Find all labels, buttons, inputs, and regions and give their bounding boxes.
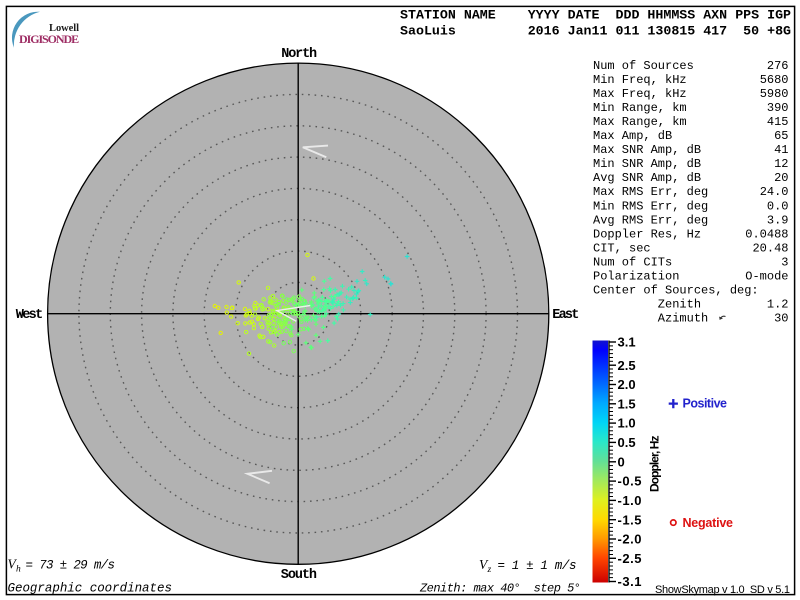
svg-text:DDD: DDD	[616, 8, 640, 23]
svg-text:Avg RMS Err, deg: Avg RMS Err, deg	[593, 213, 708, 227]
svg-text:-2.0: -2.0	[618, 532, 642, 547]
svg-text:0.0: 0.0	[767, 199, 789, 213]
svg-text:North: North	[281, 47, 317, 62]
svg-text:Zenith: Zenith	[593, 298, 701, 312]
svg-text:STATION NAME: STATION NAME	[400, 8, 496, 23]
svg-text:12: 12	[774, 157, 788, 171]
svg-text:SaoLuis: SaoLuis	[400, 24, 456, 39]
svg-text:Num of CITs: Num of CITs	[593, 256, 672, 270]
svg-text:Geographic coordinates: Geographic coordinates	[8, 581, 173, 595]
svg-text:South: South	[281, 568, 317, 583]
svg-text:417: 417	[703, 24, 727, 39]
svg-text:65: 65	[774, 129, 788, 143]
svg-text:0.5: 0.5	[618, 435, 636, 450]
svg-text:IGP: IGP	[767, 8, 791, 23]
svg-text:O-mode: O-mode	[745, 270, 788, 284]
svg-text:PPS: PPS	[735, 8, 759, 23]
svg-text:-0.5: -0.5	[618, 474, 642, 489]
svg-text:-3.1: -3.1	[618, 574, 642, 589]
svg-text:Min Freq, kHz: Min Freq, kHz	[593, 73, 687, 87]
svg-text:Negative: Negative	[683, 516, 734, 530]
svg-text:20: 20	[774, 171, 788, 185]
svg-text:YYYY: YYYY	[528, 8, 560, 23]
svg-text:2.5: 2.5	[618, 358, 636, 373]
svg-text:Max Freq, kHz: Max Freq, kHz	[593, 87, 687, 101]
svg-text:Avg SNR Amp, dB: Avg SNR Amp, dB	[593, 171, 701, 185]
svg-text:Azimuth: Azimuth	[593, 312, 708, 326]
svg-text:HHMMSS: HHMMSS	[647, 8, 695, 23]
svg-text:z: z	[487, 565, 492, 575]
svg-text:5680: 5680	[760, 73, 789, 87]
svg-text:011: 011	[616, 24, 640, 39]
svg-text:390: 390	[767, 101, 789, 115]
svg-text:Max Amp, dB: Max Amp, dB	[593, 129, 672, 143]
svg-text:130815: 130815	[647, 24, 695, 39]
svg-text:Min Range, km: Min Range, km	[593, 101, 687, 115]
svg-text:Max RMS Err, deg: Max RMS Err, deg	[593, 185, 708, 199]
svg-text:+8G: +8G	[767, 24, 791, 39]
svg-text:3.9: 3.9	[767, 213, 789, 227]
svg-text:276: 276	[767, 59, 789, 73]
svg-text:East: East	[552, 308, 579, 323]
svg-text:20.48: 20.48	[752, 241, 788, 255]
svg-text:Jan11: Jan11	[568, 24, 608, 39]
svg-text:1.0: 1.0	[618, 416, 636, 431]
svg-text:DATE: DATE	[568, 8, 600, 23]
svg-text:CIT, sec: CIT, sec	[593, 241, 651, 255]
svg-text:= 73 ± 29 m/s: = 73 ± 29 m/s	[26, 559, 116, 573]
svg-text:3: 3	[781, 256, 788, 270]
svg-text:Lowell: Lowell	[49, 23, 79, 34]
svg-text:41: 41	[774, 143, 788, 157]
svg-text:Doppler Res, Hz: Doppler Res, Hz	[593, 227, 701, 241]
svg-text:0: 0	[618, 454, 625, 469]
svg-text:2016: 2016	[528, 24, 560, 39]
svg-text:Center of Sources, deg:: Center of Sources, deg:	[593, 284, 759, 298]
svg-text:ShowSkymap v 1.0 SD v 5.1: ShowSkymap v 1.0 SD v 5.1	[655, 584, 790, 596]
svg-text:30: 30	[774, 312, 788, 326]
svg-text:Min RMS Err, deg: Min RMS Err, deg	[593, 199, 708, 213]
svg-text:Doppler, Hz: Doppler, Hz	[648, 436, 662, 493]
svg-text:0.0488: 0.0488	[745, 227, 788, 241]
svg-text:3.1: 3.1	[618, 335, 636, 350]
svg-text:AXN: AXN	[703, 8, 727, 23]
svg-text:V: V	[479, 557, 489, 572]
svg-text:415: 415	[767, 115, 789, 129]
svg-text:h: h	[16, 565, 21, 575]
svg-text:Min SNR Amp, dB: Min SNR Amp, dB	[593, 157, 701, 171]
svg-text:24.0: 24.0	[760, 185, 789, 199]
svg-text:Num of Sources: Num of Sources	[593, 59, 694, 73]
svg-text:Polarization: Polarization	[593, 270, 679, 284]
svg-text:2.0: 2.0	[618, 377, 636, 392]
svg-text:1.2: 1.2	[767, 298, 789, 312]
svg-text:Zenith: max 40° step 5°: Zenith: max 40° step 5°	[419, 582, 581, 596]
svg-text:1.5: 1.5	[618, 396, 636, 411]
svg-text:5980: 5980	[760, 87, 789, 101]
svg-text:Max Range, km: Max Range, km	[593, 115, 687, 129]
svg-text:Max SNR Amp, dB: Max SNR Amp, dB	[593, 143, 701, 157]
svg-text:-2.5: -2.5	[618, 551, 642, 566]
svg-text:-1.0: -1.0	[618, 493, 642, 508]
svg-text:-1.5: -1.5	[618, 512, 642, 527]
svg-text:West: West	[16, 308, 43, 323]
svg-text:Positive: Positive	[683, 396, 728, 410]
svg-text:DIGISONDE: DIGISONDE	[19, 32, 80, 46]
svg-text:= 1 ± 1 m/s: = 1 ± 1 m/s	[498, 559, 577, 573]
svg-text:V: V	[8, 557, 18, 572]
svg-text:50: 50	[743, 24, 759, 39]
